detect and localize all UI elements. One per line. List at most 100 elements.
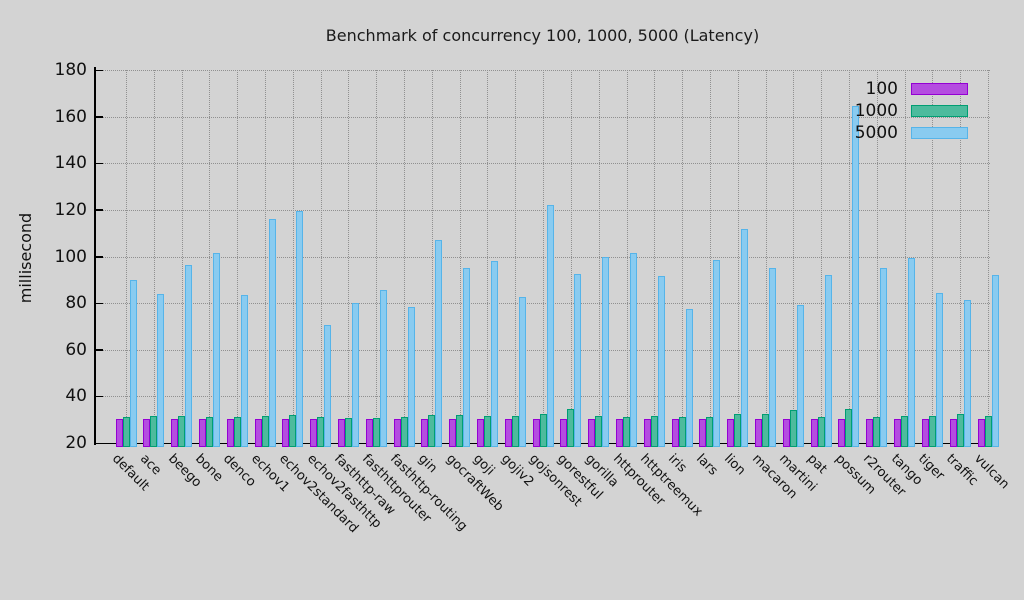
y-tick-80	[95, 302, 103, 305]
bar-echov1-5000	[268, 219, 276, 447]
v-gridline-echov1	[265, 70, 267, 443]
v-gridline-lars	[709, 70, 711, 443]
y-tick-label-120: 120	[54, 199, 87, 220]
v-gridline-echov2fasthttp	[320, 70, 322, 443]
h-gridline-160	[95, 116, 990, 118]
y-tick-60	[95, 349, 103, 351]
y-axis-line	[94, 67, 96, 445]
bar-gojiv2-5000	[518, 297, 526, 447]
v-gridline-pat	[821, 70, 823, 443]
v-gridline-tango	[904, 70, 906, 443]
bar-tango-100	[894, 418, 902, 447]
v-gridline-vulcan	[988, 70, 989, 443]
bar-fasthttprouter-100	[365, 419, 373, 447]
v-gridline-echov2standard	[292, 70, 294, 443]
v-gridline-lion	[737, 70, 739, 443]
bar-default-5000	[129, 279, 137, 447]
bar-tango-1000	[901, 415, 909, 447]
v-gridline-beego	[181, 70, 183, 443]
bar-gin-100	[421, 418, 429, 447]
legend-label-5000: 5000	[854, 123, 898, 143]
bar-goji-100	[476, 418, 484, 447]
legend-row-5000: 5000	[700, 122, 968, 144]
v-gridline-tiger	[932, 70, 934, 443]
bar-echov1-1000	[261, 416, 269, 447]
v-gridline-gojsonrest	[543, 70, 545, 443]
bar-gorestful-100	[560, 418, 568, 447]
bar-gorestful-5000	[574, 273, 582, 447]
bar-echov2fasthttp-100	[310, 418, 318, 447]
y-tick-20	[95, 442, 103, 444]
bar-possum-100	[838, 418, 846, 447]
bar-martini-5000	[796, 305, 804, 447]
bar-gin-5000	[435, 240, 443, 447]
bar-r2router-5000	[880, 268, 888, 447]
bar-beego-100	[171, 418, 179, 447]
legend-swatch-5000	[911, 127, 968, 139]
bar-macaron-1000	[762, 413, 770, 447]
bar-httptreemux-5000	[657, 276, 665, 447]
v-gridline-fasthttp-routing	[404, 70, 406, 443]
bar-gorilla-100	[588, 418, 596, 447]
v-gridline-httptreemux	[654, 70, 656, 443]
bar-possum-1000	[845, 409, 853, 447]
legend-swatch-1000	[911, 105, 968, 117]
bar-fasthttprouter-5000	[379, 290, 387, 447]
h-gridline-180	[95, 70, 990, 71]
bar-iris-1000	[678, 417, 686, 447]
y-tick-160	[95, 116, 103, 118]
legend-row-100: 100	[700, 78, 968, 100]
bar-pat-5000	[824, 275, 832, 447]
legend-label-1000: 1000	[854, 101, 898, 121]
bar-macaron-100	[755, 418, 763, 447]
bar-httptreemux-100	[643, 418, 651, 447]
v-gridline-martini	[793, 70, 795, 443]
bar-r2router-1000	[873, 416, 881, 447]
bar-lars-5000	[713, 259, 721, 447]
y-tick-label-20: 20	[65, 433, 87, 453]
bar-beego-1000	[178, 415, 186, 447]
v-gridline-gorestful	[570, 70, 572, 443]
bar-httptreemux-1000	[650, 416, 658, 447]
y-tick-label-180: 180	[54, 60, 87, 80]
bar-martini-1000	[789, 409, 797, 447]
y-tick-label-100: 100	[54, 246, 87, 267]
bar-ace-5000	[157, 293, 165, 447]
bar-goji-1000	[483, 416, 491, 447]
bar-fasthttp-raw-1000	[344, 417, 352, 447]
y-tick-180	[95, 69, 103, 71]
bar-echov2standard-100	[282, 418, 290, 447]
bar-pat-1000	[817, 416, 825, 447]
v-gridline-fasthttp-raw	[348, 70, 350, 443]
x-tick-label-vulcan: vulcan	[971, 451, 1013, 493]
bar-denco-5000	[240, 294, 248, 447]
v-gridline-bone	[209, 70, 211, 443]
bar-iris-5000	[685, 308, 693, 447]
bar-tango-5000	[908, 257, 916, 447]
v-gridline-httprouter	[626, 70, 628, 443]
h-gridline-60	[95, 349, 990, 351]
bar-tiger-1000	[928, 416, 936, 447]
bar-echov2standard-1000	[289, 415, 297, 447]
bar-echov2fasthttp-1000	[317, 416, 325, 447]
y-axis-label: millisecond	[16, 212, 35, 304]
bar-vulcan-1000	[984, 415, 992, 447]
bar-pat-100	[810, 418, 818, 447]
bar-bone-5000	[212, 253, 220, 447]
bar-lars-1000	[706, 417, 714, 447]
bar-gocraftWeb-100	[449, 418, 457, 447]
x-tick-label-lion: lion	[720, 451, 749, 479]
bar-fasthttprouter-1000	[372, 417, 380, 447]
v-gridline-ace	[153, 70, 155, 443]
legend-label-100: 100	[865, 79, 898, 99]
bar-httprouter-5000	[630, 253, 638, 447]
bar-lion-1000	[734, 414, 742, 447]
bar-gin-1000	[428, 415, 436, 447]
bar-gojsonrest-1000	[539, 414, 547, 447]
y-tick-40	[95, 395, 103, 398]
bar-gorilla-1000	[595, 415, 603, 447]
bar-default-1000	[122, 416, 130, 447]
bar-fasthttp-raw-100	[337, 419, 345, 447]
bar-gocraftWeb-5000	[463, 268, 471, 447]
